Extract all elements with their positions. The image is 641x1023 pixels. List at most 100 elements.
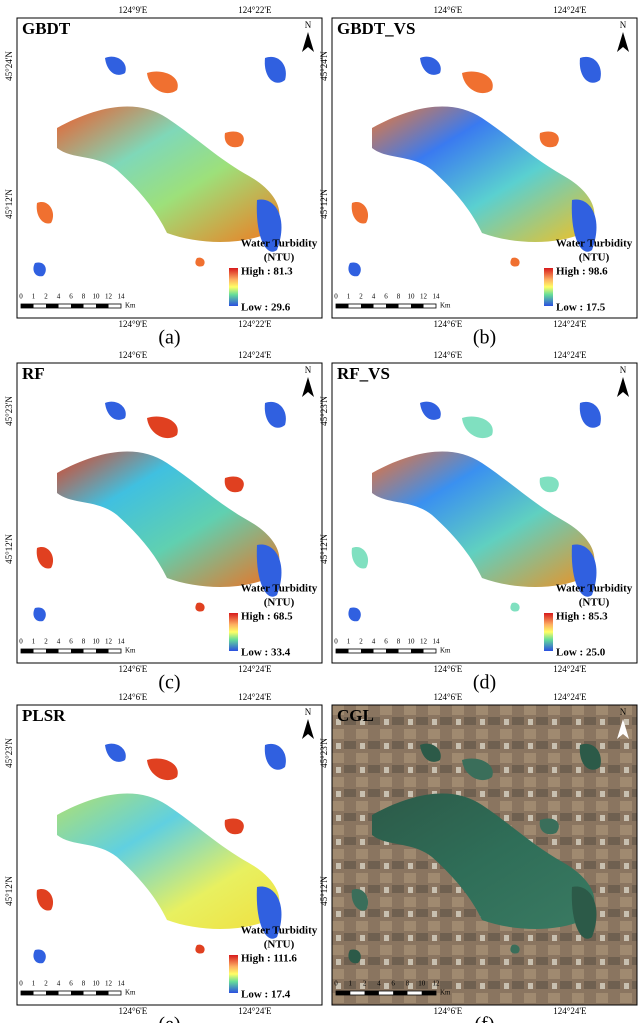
scale-label: 6 — [384, 638, 388, 646]
scale-label: 0 — [334, 980, 338, 988]
scale-label: 14 — [118, 980, 126, 988]
top-coordinate: 124°6'E — [434, 692, 463, 702]
scale-label: 1 — [347, 293, 351, 301]
north-label: N — [620, 365, 627, 375]
scale-label: 10 — [93, 980, 101, 988]
bottom-coordinate: 124°6'E — [434, 664, 463, 674]
left-coordinate: 45°23'N — [319, 396, 329, 426]
legend-high: High : 85.3 — [556, 611, 608, 623]
top-coordinate: 124°24'E — [553, 692, 587, 702]
top-coordinate: 124°22'E — [238, 5, 272, 15]
scale-label: 10 — [408, 293, 416, 301]
top-coordinate: 124°24'E — [553, 350, 587, 360]
top-coordinate: 124°24'E — [553, 5, 587, 15]
scale-unit: Km — [440, 647, 451, 655]
left-coordinate: 45°12'N — [4, 876, 14, 906]
scale-label: 4 — [377, 980, 381, 988]
scale-segment — [96, 649, 109, 653]
scale-label: 1 — [32, 638, 36, 646]
scale-segment — [46, 991, 59, 995]
scale-label: 8 — [397, 293, 401, 301]
scale-label: 0 — [334, 293, 338, 301]
legend-high: High : 98.6 — [556, 266, 608, 278]
scale-label: 2 — [44, 980, 48, 988]
left-coordinate: 45°12'N — [4, 189, 14, 219]
scale-segment — [361, 649, 374, 653]
scale-label: 10 — [418, 980, 426, 988]
scale-label: 1 — [32, 980, 36, 988]
scale-bar — [336, 991, 436, 995]
legend-low: Low : 25.0 — [556, 647, 606, 659]
bottom-coordinate: 124°24'E — [553, 664, 587, 674]
scale-segment — [361, 304, 374, 308]
left-coordinate: 45°12'N — [319, 189, 329, 219]
scale-segment — [21, 991, 34, 995]
panel-title: GBDT — [22, 19, 71, 38]
scale-segment — [96, 991, 109, 995]
panel-caption: (c) — [158, 672, 180, 694]
panel-title: PLSR — [22, 706, 66, 725]
legend-title: Water Turbidity — [556, 583, 633, 595]
panel-title: RF_VS — [337, 364, 390, 383]
scale-segment — [336, 304, 349, 308]
scale-label: 4 — [372, 638, 376, 646]
legend-unit: (NTU) — [579, 252, 610, 264]
scale-unit: Km — [440, 989, 451, 997]
scale-label: 4 — [57, 638, 61, 646]
legend-high: High : 81.3 — [241, 266, 293, 278]
legend-title: Water Turbidity — [556, 238, 633, 250]
bottom-coordinate: 124°6'E — [119, 1006, 148, 1016]
scale-label: 0 — [19, 293, 23, 301]
scale-label: 1 — [349, 980, 353, 988]
bottom-coordinate: 124°9'E — [119, 319, 148, 329]
top-coordinate: 124°6'E — [119, 692, 148, 702]
legend-colorbar — [229, 268, 238, 306]
top-coordinate: 124°24'E — [238, 692, 272, 702]
left-coordinate: 45°12'N — [319, 876, 329, 906]
legend-low: Low : 33.4 — [241, 647, 291, 659]
legend-unit: (NTU) — [264, 597, 295, 609]
bottom-coordinate: 124°24'E — [553, 1006, 587, 1016]
scale-label: 1 — [32, 293, 36, 301]
scale-label: 2 — [44, 638, 48, 646]
scale-label: 12 — [105, 980, 113, 988]
panel-title: GBDT_VS — [337, 19, 415, 38]
scale-segment — [96, 304, 109, 308]
left-coordinate: 45°23'N — [4, 396, 14, 426]
panel-title: RF — [22, 364, 45, 383]
panel-caption: (b) — [473, 327, 496, 349]
scale-segment — [46, 304, 59, 308]
bottom-coordinate: 124°24'E — [238, 1006, 272, 1016]
scale-segment — [71, 649, 84, 653]
scale-label: 10 — [93, 293, 101, 301]
scale-label: 12 — [420, 638, 428, 646]
legend-title: Water Turbidity — [241, 925, 318, 937]
scale-label: 14 — [118, 638, 126, 646]
scale-segment — [71, 991, 84, 995]
left-coordinate: 45°24'N — [319, 51, 329, 81]
legend-high: High : 68.5 — [241, 611, 293, 623]
top-coordinate: 124°6'E — [434, 5, 463, 15]
legend-unit: (NTU) — [264, 252, 295, 264]
bottom-coordinate: 124°24'E — [553, 319, 587, 329]
bottom-coordinate: 124°24'E — [238, 664, 272, 674]
panel-caption: (e) — [158, 1014, 180, 1023]
scale-segment — [21, 304, 34, 308]
left-coordinate: 45°23'N — [4, 738, 14, 768]
scale-segment — [411, 304, 424, 308]
legend-colorbar — [544, 613, 553, 651]
scale-label: 12 — [433, 980, 441, 988]
map-panel: RFN012468101214KmWater Turbidity(NTU)Hig… — [17, 363, 322, 663]
scale-label: 12 — [420, 293, 428, 301]
legend-colorbar — [229, 955, 238, 993]
scale-label: 2 — [363, 980, 367, 988]
bottom-coordinate: 124°6'E — [434, 319, 463, 329]
top-coordinate: 124°24'E — [238, 350, 272, 360]
scale-unit: Km — [125, 302, 136, 310]
north-label: N — [305, 707, 312, 717]
scale-label: 14 — [433, 638, 441, 646]
